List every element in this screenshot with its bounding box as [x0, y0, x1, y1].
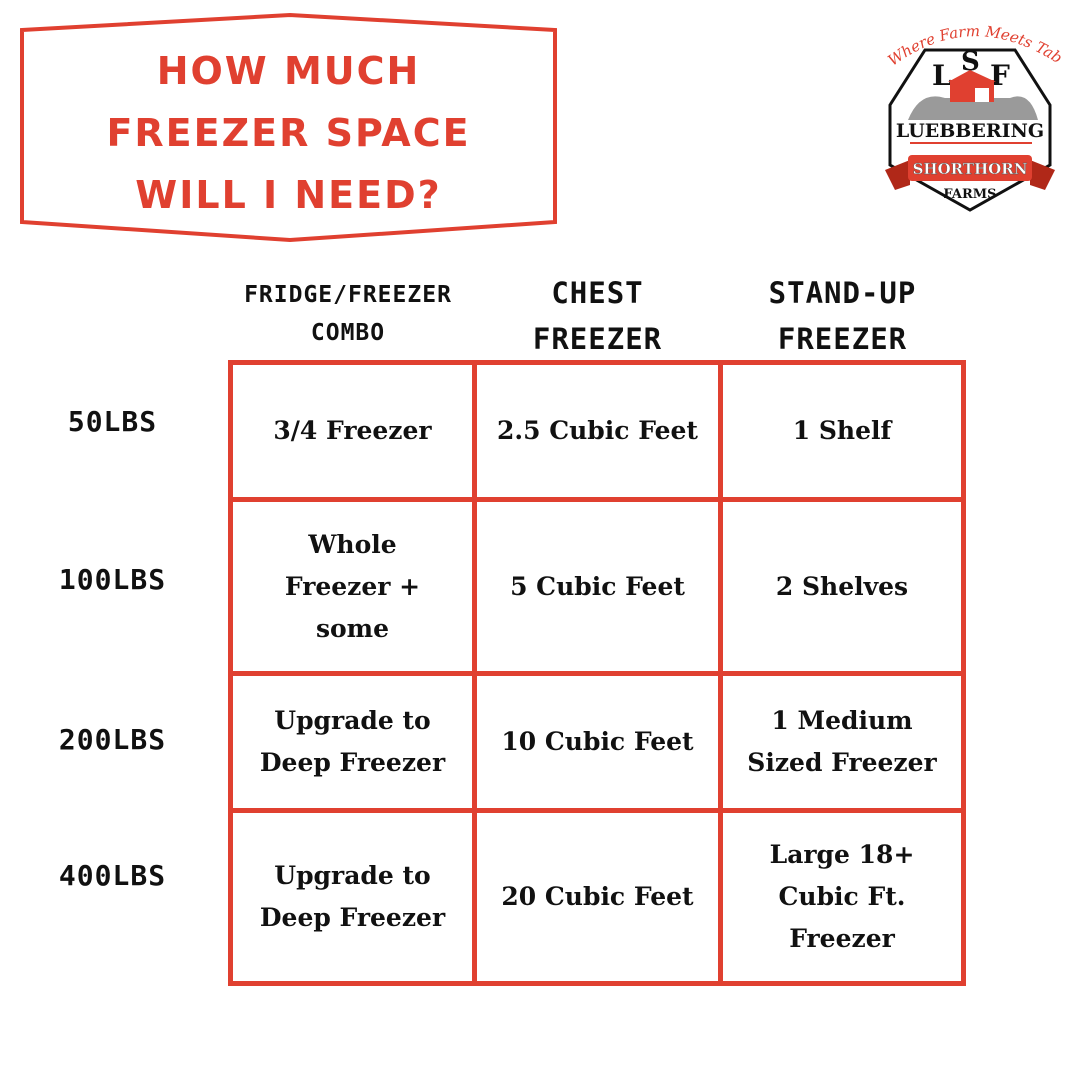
freezer-space-table: 3/4 Freezer 2.5 Cubic Feet 1 Shelf Whole… [228, 360, 966, 986]
column-header-line: COMBO [310, 320, 386, 346]
title-line: HOW MUCH [156, 49, 421, 93]
column-header-chest-freezer: CHEST FREEZER [475, 270, 720, 362]
table-cell: 2 Shelves [723, 502, 961, 676]
column-header-line: FREEZER [777, 322, 908, 356]
row-label-100lbs: 100LBS [58, 563, 167, 596]
table-cell: Large 18+ Cubic Ft. Freezer [769, 840, 915, 953]
table-cell: 1 Shelf [723, 365, 961, 502]
table-cell: Upgrade to Deep Freezer [233, 676, 477, 813]
column-header-line: CHEST [551, 276, 644, 310]
svg-text:LUEBBERING: LUEBBERING [896, 120, 1044, 142]
column-header-stand-up-freezer: STAND-UP FREEZER [720, 270, 965, 362]
table-cell: Whole Freezer + some [233, 502, 477, 676]
svg-text:FARMS: FARMS [943, 187, 996, 202]
table-cell: 20 Cubic Feet [477, 813, 723, 981]
column-header-line: FRIDGE/FREEZER [244, 282, 452, 308]
table-cell: 3/4 Freezer [233, 365, 477, 502]
svg-text:SHORTHORN: SHORTHORN [913, 160, 1028, 178]
svg-text:F: F [990, 59, 1010, 92]
title-line: WILL I NEED? [135, 173, 442, 217]
row-label-400lbs: 400LBS [58, 859, 167, 892]
table-cell: 1 Medium Sized Freezer [723, 676, 961, 813]
column-header-line: STAND-UP [768, 276, 917, 310]
row-label-200lbs: 200LBS [58, 723, 167, 756]
table-cell: 5 Cubic Feet [477, 502, 723, 676]
svg-text:S: S [961, 47, 980, 77]
column-header-fridge-freezer-combo: FRIDGE/FREEZER COMBO [228, 276, 468, 352]
table-cell: Upgrade to Deep Freezer [233, 813, 477, 981]
title-line: FREEZER SPACE [106, 111, 471, 155]
row-label-50lbs: 50LBS [67, 405, 158, 438]
table-cell: 2.5 Cubic Feet [477, 365, 723, 502]
title-banner-frame [20, 12, 557, 243]
page-title: HOW MUCH FREEZER SPACE WILL I NEED? [22, 40, 555, 226]
column-header-line: FREEZER [532, 322, 663, 356]
farm-logo: Where Farm Meets Table L S F LUEBBERING … [870, 10, 1066, 212]
svg-text:L: L [932, 59, 952, 92]
table-cell: 10 Cubic Feet [477, 676, 723, 813]
